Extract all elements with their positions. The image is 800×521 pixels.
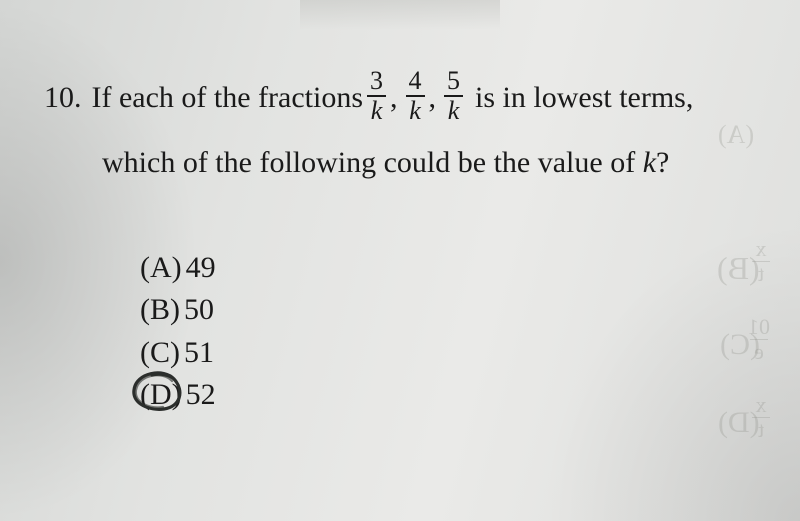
question-text-suffix: is in lowest terms, (475, 75, 693, 122)
question-number: 10. (44, 75, 82, 122)
option-d-letter: (D) (140, 378, 182, 411)
question-text-2-post: ? (656, 146, 669, 179)
fraction-3-num: 5 (444, 68, 463, 95)
option-c-letter: (C) (140, 336, 180, 369)
option-c: (C) 51 (140, 332, 760, 375)
question-line-2: which of the following could be the valu… (44, 140, 760, 187)
fraction-1: 3 k (367, 68, 386, 124)
fraction-2: 4 k (406, 68, 425, 124)
separator-comma: , (390, 75, 398, 122)
question-block: 10. If each of the fractions 3 k , 4 k ,… (44, 70, 760, 187)
variable-k: k (643, 146, 656, 179)
option-d: (D) 52 (140, 374, 760, 417)
question-line-1: 10. If each of the fractions 3 k , 4 k ,… (44, 70, 760, 126)
option-d-value: 52 (186, 374, 216, 417)
fraction-3: 5 k (444, 68, 463, 124)
options-block: (A) 49 (B) 50 (C) 51 (D) (44, 247, 760, 417)
fraction-2-num: 4 (406, 68, 425, 95)
fraction-1-num: 3 (367, 68, 386, 95)
option-c-value: 51 (184, 332, 214, 375)
question-text-2-pre: which of the following could be the valu… (102, 146, 643, 179)
separator-comma: , (429, 75, 437, 122)
fraction-1-den: k (368, 97, 386, 124)
option-b-letter: (B) (140, 293, 180, 326)
fraction-3-den: k (445, 97, 463, 124)
page: 10. If each of the fractions 3 k , 4 k ,… (0, 0, 800, 521)
option-b: (B) 50 (140, 289, 760, 332)
question-text-prefix: If each of the fractions (92, 75, 364, 122)
option-a-letter: (A) (140, 251, 182, 284)
fraction-2-den: k (406, 97, 424, 124)
option-a: (A) 49 (140, 247, 760, 290)
option-a-value: 49 (186, 247, 216, 290)
option-b-value: 50 (184, 289, 214, 332)
